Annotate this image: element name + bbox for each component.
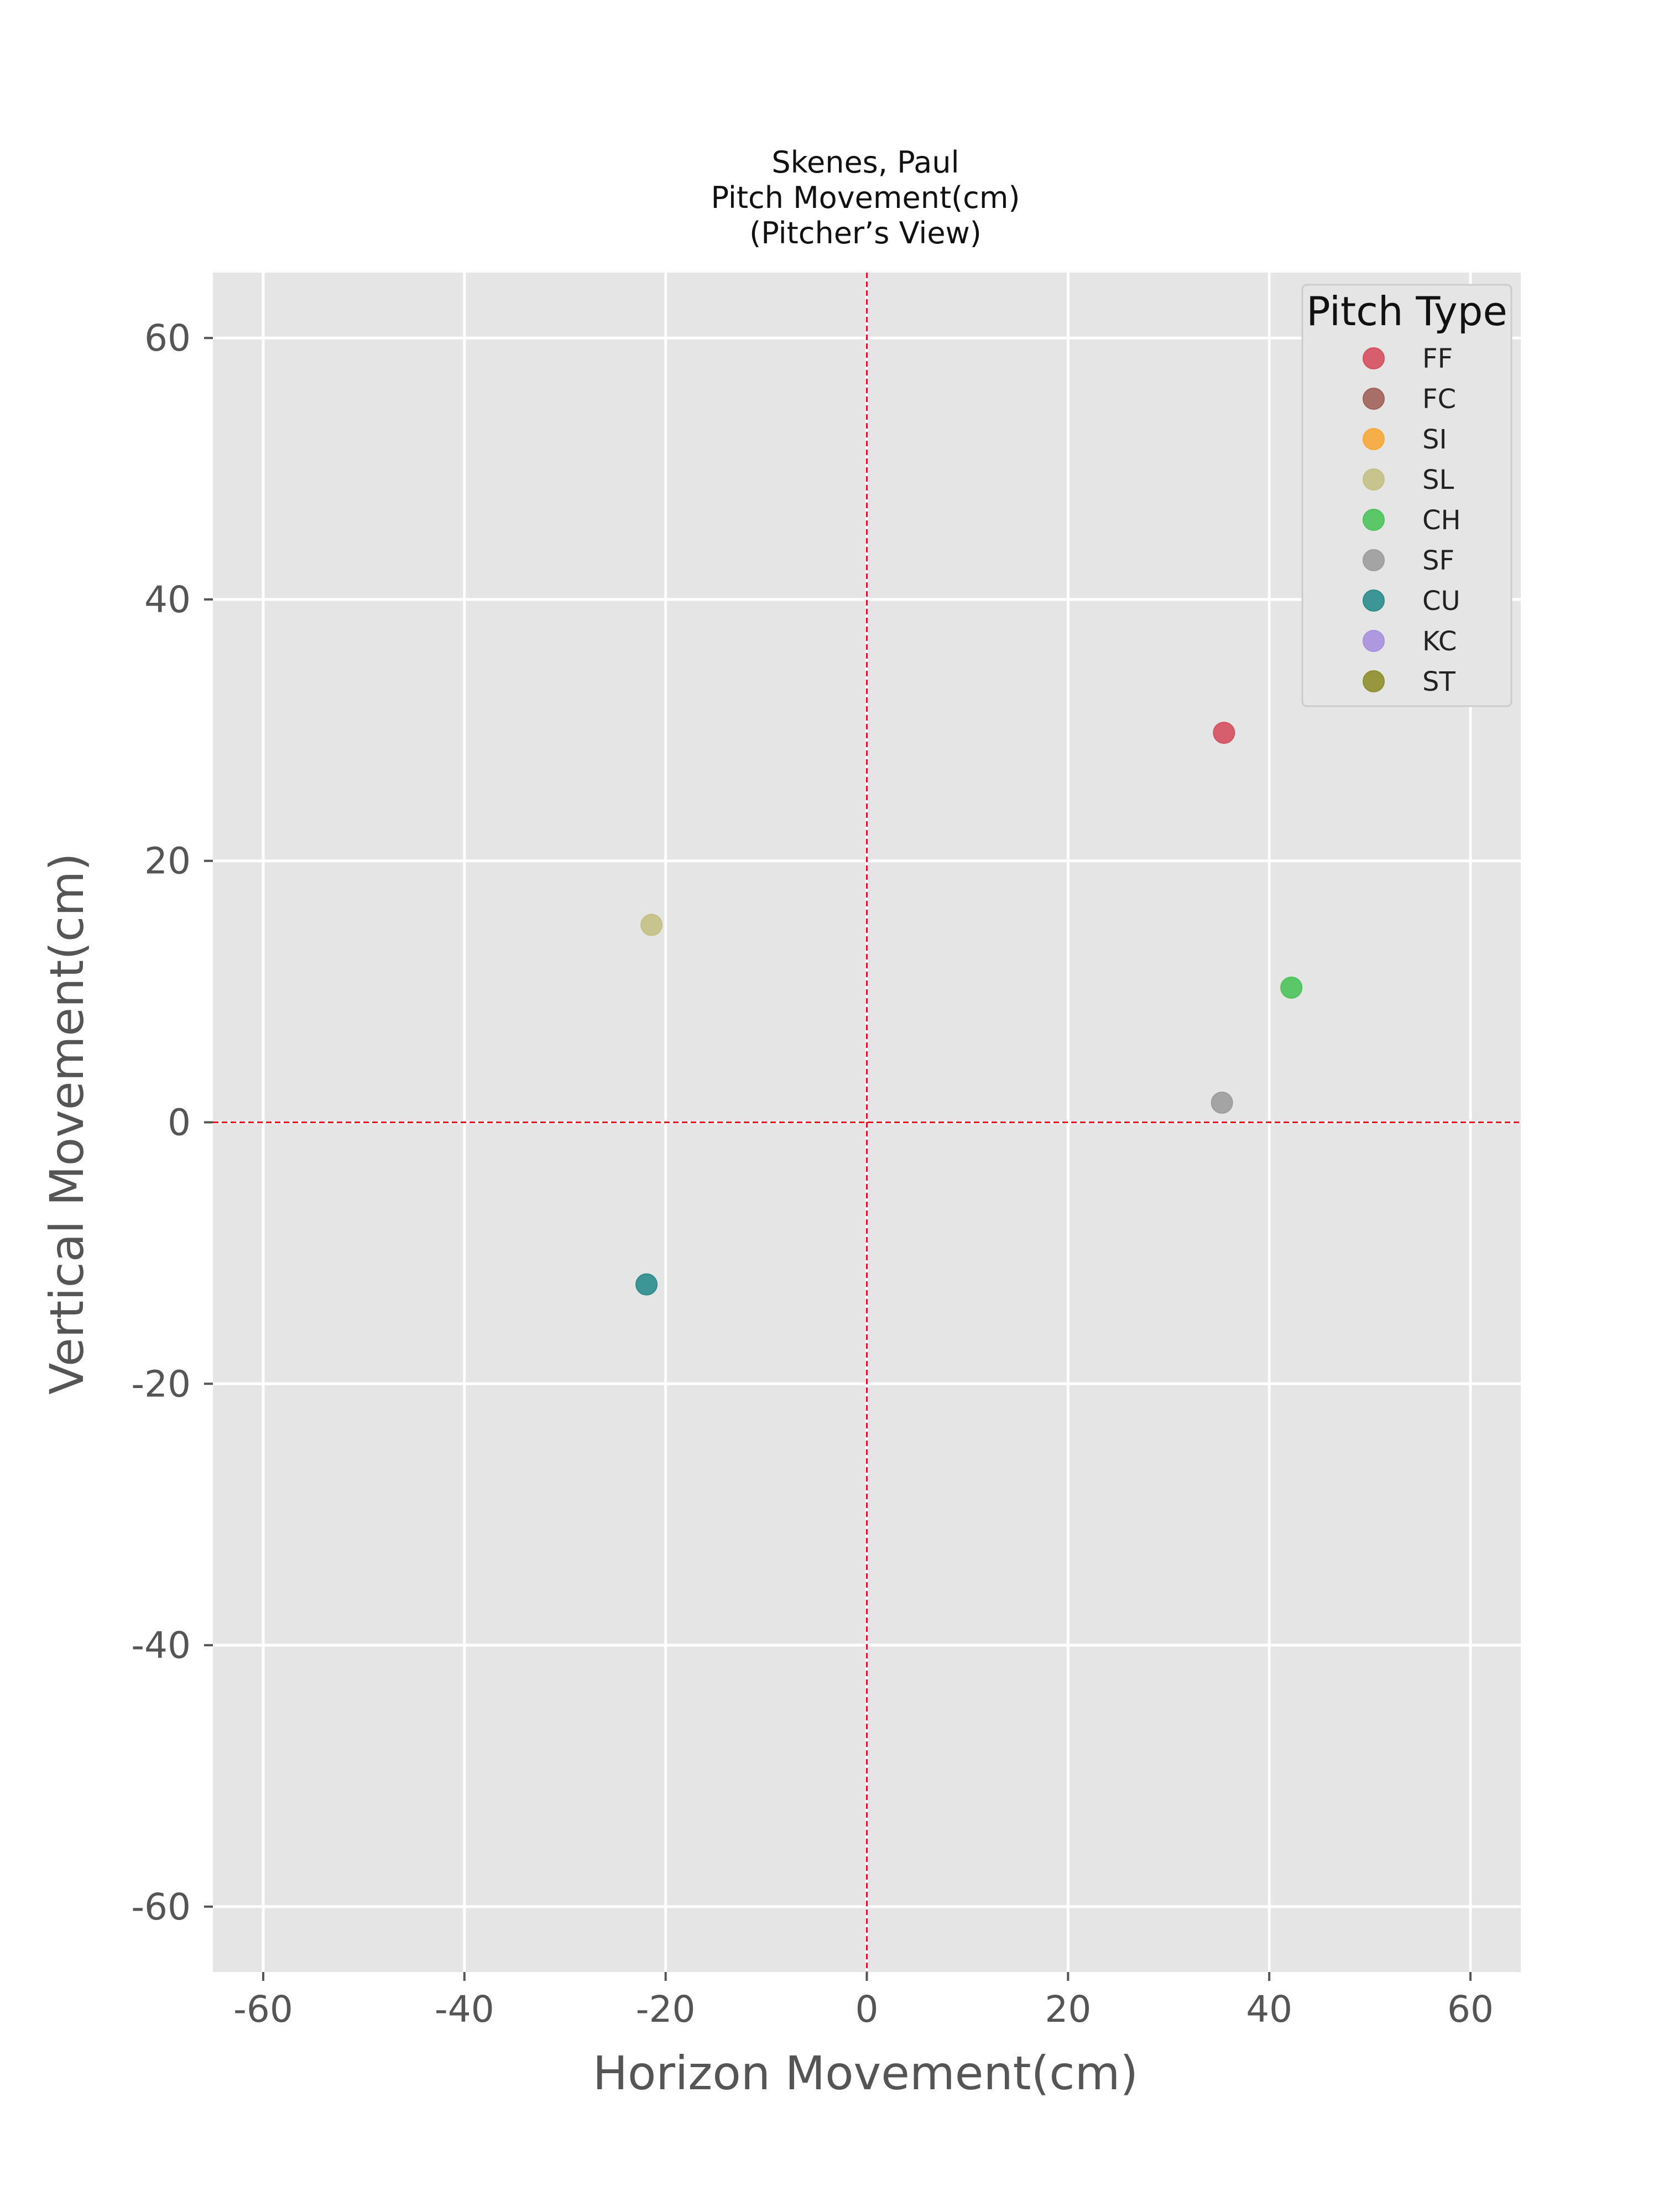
y-tick-label: 60 (144, 317, 191, 359)
chart-title-line-1: Skenes, Paul (771, 145, 959, 180)
legend-title: Pitch Type (1306, 288, 1507, 335)
x-tick-label: -60 (233, 1988, 293, 2031)
x-tick-label: 60 (1447, 1988, 1494, 2031)
point-cu (635, 1273, 658, 1296)
point-sf (1211, 1092, 1233, 1114)
legend-label-fc: FC (1422, 384, 1456, 415)
legend-marker-st (1363, 670, 1385, 692)
legend-label-ff: FF (1422, 343, 1453, 374)
legend-marker-sf (1363, 549, 1385, 571)
chart-title-line-2: Pitch Movement(cm) (711, 180, 1020, 215)
x-tick-label: -20 (636, 1988, 696, 2031)
x-tick-label: 40 (1246, 1988, 1292, 2031)
legend-marker-fc (1363, 388, 1385, 410)
scatter-points (635, 722, 1303, 1296)
axis-ticks: -60 -40 -20 0 20 40 60 -60 -40 -20 0 20 40 60 (131, 317, 1494, 2031)
legend-entries: FF FC SI SL CH SF CU KC ST (1363, 343, 1461, 697)
legend-marker-sl (1363, 468, 1385, 491)
legend: Pitch Type FF FC SI SL CH SF CU KC ST (1301, 284, 1512, 707)
point-ff (1213, 722, 1235, 744)
y-tick-label: -60 (131, 1886, 191, 1928)
x-axis-label: Horizon Movement(cm) (593, 2046, 1138, 2100)
y-axis-label: Vertical Movement(cm) (40, 853, 94, 1395)
x-tick-label: -40 (435, 1988, 494, 2031)
legend-marker-cu (1363, 589, 1385, 612)
point-sl (640, 914, 663, 936)
y-tick-label: 20 (144, 840, 191, 883)
y-tick-label: -40 (131, 1624, 191, 1667)
legend-box (1301, 284, 1512, 707)
point-ch (1280, 977, 1303, 999)
legend-label-cu: CU (1422, 586, 1460, 617)
legend-marker-kc (1363, 630, 1385, 652)
y-tick-label: 0 (168, 1102, 191, 1144)
legend-marker-ch (1363, 509, 1385, 531)
chart-title-line-3: (Pitcher’s View) (749, 216, 982, 251)
legend-label-ch: CH (1422, 505, 1461, 536)
y-tick-label: -20 (131, 1363, 191, 1405)
legend-label-si: SI (1422, 424, 1447, 455)
legend-label-st: ST (1422, 666, 1455, 697)
legend-label-sl: SL (1422, 465, 1454, 495)
legend-marker-si (1363, 428, 1385, 450)
legend-label-sf: SF (1422, 545, 1454, 576)
y-tick-label: 40 (144, 578, 191, 621)
reference-lines (213, 273, 1521, 1972)
x-tick-label: 0 (855, 1988, 879, 2031)
legend-marker-ff (1363, 347, 1385, 369)
x-tick-label: 20 (1045, 1988, 1091, 2031)
legend-label-kc: KC (1422, 626, 1457, 657)
